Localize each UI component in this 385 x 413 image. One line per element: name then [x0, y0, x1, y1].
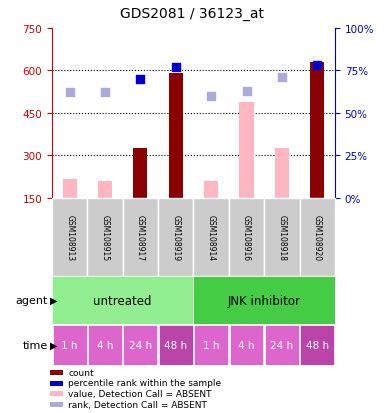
Text: 4 h: 4 h — [238, 340, 255, 350]
Text: GSM108920: GSM108920 — [313, 214, 322, 261]
Text: 4 h: 4 h — [97, 340, 113, 350]
Bar — [300, 198, 335, 277]
Bar — [239, 102, 254, 198]
Point — [279, 75, 285, 81]
Text: value, Detection Call = ABSENT: value, Detection Call = ABSENT — [68, 389, 211, 398]
Bar — [229, 325, 263, 365]
Bar — [265, 325, 299, 365]
Text: 1 h: 1 h — [203, 340, 219, 350]
Bar — [88, 325, 122, 365]
Bar — [159, 325, 193, 365]
Bar — [193, 198, 229, 277]
Text: GSM108917: GSM108917 — [136, 214, 145, 261]
Text: GSM108916: GSM108916 — [242, 214, 251, 261]
Point — [314, 63, 320, 69]
Bar — [124, 325, 157, 365]
Bar — [53, 325, 87, 365]
Point — [67, 90, 73, 97]
Text: count: count — [68, 368, 94, 377]
Point — [137, 76, 144, 83]
Text: GSM108914: GSM108914 — [207, 214, 216, 261]
Text: percentile rank within the sample: percentile rank within the sample — [68, 378, 221, 387]
Text: ▶: ▶ — [50, 340, 57, 350]
Bar — [229, 198, 264, 277]
Bar — [300, 325, 334, 365]
Bar — [275, 149, 289, 198]
Text: 1 h: 1 h — [62, 340, 78, 350]
Text: 24 h: 24 h — [129, 340, 152, 350]
Bar — [264, 198, 300, 277]
Text: GSM108913: GSM108913 — [65, 214, 74, 261]
Text: JNK inhibitor: JNK inhibitor — [228, 294, 301, 307]
Text: GDS2081 / 36123_at: GDS2081 / 36123_at — [121, 7, 264, 21]
Bar — [87, 198, 123, 277]
Text: untreated: untreated — [94, 294, 152, 307]
Point — [173, 64, 179, 71]
Text: GSM108915: GSM108915 — [100, 214, 110, 261]
Point — [102, 90, 108, 97]
Bar — [158, 198, 193, 277]
Text: time: time — [23, 340, 48, 350]
Bar — [204, 181, 218, 198]
Bar — [169, 74, 183, 198]
Bar — [52, 277, 193, 324]
Bar — [50, 392, 62, 396]
Bar — [52, 198, 87, 277]
Bar — [50, 370, 62, 375]
Text: 48 h: 48 h — [306, 340, 329, 350]
Point — [243, 88, 249, 95]
Text: GSM108919: GSM108919 — [171, 214, 180, 261]
Text: 48 h: 48 h — [164, 340, 187, 350]
Bar — [50, 381, 62, 386]
Bar — [123, 198, 158, 277]
Bar — [133, 149, 147, 198]
Text: 24 h: 24 h — [270, 340, 293, 350]
Bar — [98, 181, 112, 198]
Point — [208, 93, 214, 100]
Bar — [310, 63, 324, 198]
Text: GSM108918: GSM108918 — [277, 214, 286, 261]
Bar — [50, 402, 62, 407]
Text: ▶: ▶ — [50, 295, 57, 306]
Bar — [63, 180, 77, 198]
Text: agent: agent — [16, 295, 48, 306]
Text: rank, Detection Call = ABSENT: rank, Detection Call = ABSENT — [68, 400, 207, 409]
Bar — [193, 277, 335, 324]
Bar — [194, 325, 228, 365]
